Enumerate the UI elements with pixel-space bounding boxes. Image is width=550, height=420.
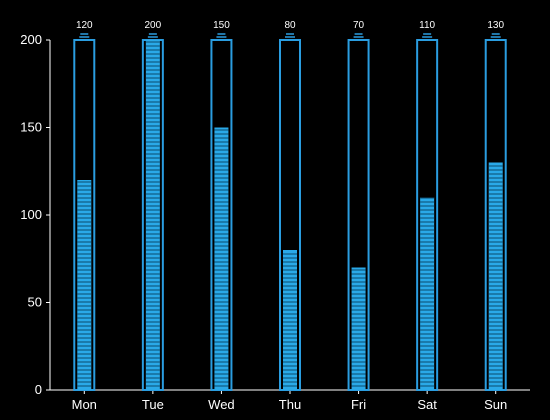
y-tick-label: 200 (20, 32, 42, 47)
bars (73, 33, 507, 391)
bar (214, 127, 229, 390)
x-tick-label: Fri (351, 397, 366, 412)
labels: 0 50 100 150 200 120 Mon 200 Tue 150 Wed 80 Thu 70 Fri… (20, 20, 507, 412)
y-tick-label: 100 (20, 207, 42, 222)
y-tick-label: 0 (35, 382, 42, 397)
x-tick-label: Mon (72, 397, 97, 412)
y-tick-label: 150 (20, 120, 42, 135)
bar (283, 250, 297, 390)
data-label: 70 (353, 20, 365, 31)
y-tick-label: 50 (28, 295, 42, 310)
bar (488, 162, 503, 390)
x-tick-label: Thu (279, 397, 301, 412)
data-label: 150 (213, 20, 230, 31)
x-tick-label: Wed (208, 397, 235, 412)
x-tick-label: Sat (417, 397, 437, 412)
data-label: 120 (76, 20, 93, 31)
data-label: 130 (487, 20, 504, 31)
x-tick-label: Sun (484, 397, 507, 412)
x-tick-label: Tue (142, 397, 164, 412)
data-label: 110 (419, 20, 435, 31)
data-label: 200 (145, 20, 162, 31)
data-label: 80 (284, 20, 296, 31)
